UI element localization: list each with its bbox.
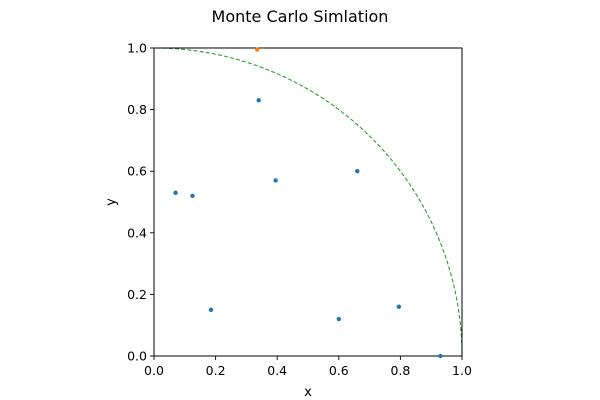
data-point: [173, 190, 178, 195]
reference-curve: [153, 47, 463, 357]
y-tick-label: 0.8: [127, 102, 147, 117]
data-point: [256, 98, 261, 103]
y-tick-label: 0.4: [127, 225, 147, 240]
plot-frame: [153, 47, 463, 357]
x-tick-label: 0.0: [144, 363, 164, 378]
plot-area: 0.0 0.2 0.4 0.6 0.8 1.0 0.0 0.2 0.4 0.6 0.8 1.0: [127, 41, 472, 379]
data-point: [355, 169, 360, 174]
y-tick-label: 0.2: [127, 287, 147, 302]
x-tick-label: 0.8: [390, 363, 410, 378]
chart-title: Monte Carlo Simlation: [212, 7, 389, 26]
x-tick-label: 0.6: [329, 363, 349, 378]
data-point: [208, 307, 214, 312]
y-axis-label: y: [104, 198, 119, 206]
data-point: [273, 178, 278, 183]
data-point: [396, 304, 402, 309]
data-point: [254, 47, 260, 52]
y-tick-label: 1.0: [127, 41, 147, 56]
y-tick-label: 0.6: [127, 164, 147, 179]
data-point: [438, 353, 443, 359]
data-point: [336, 316, 341, 322]
x-tick-label: 0.4: [267, 363, 287, 378]
x-tick-label: 1.0: [452, 363, 472, 378]
x-tick-label: 0.2: [206, 363, 226, 378]
x-axis-label: x: [304, 385, 312, 400]
data-point: [190, 193, 195, 199]
y-tick-label: 0.0: [127, 349, 147, 364]
